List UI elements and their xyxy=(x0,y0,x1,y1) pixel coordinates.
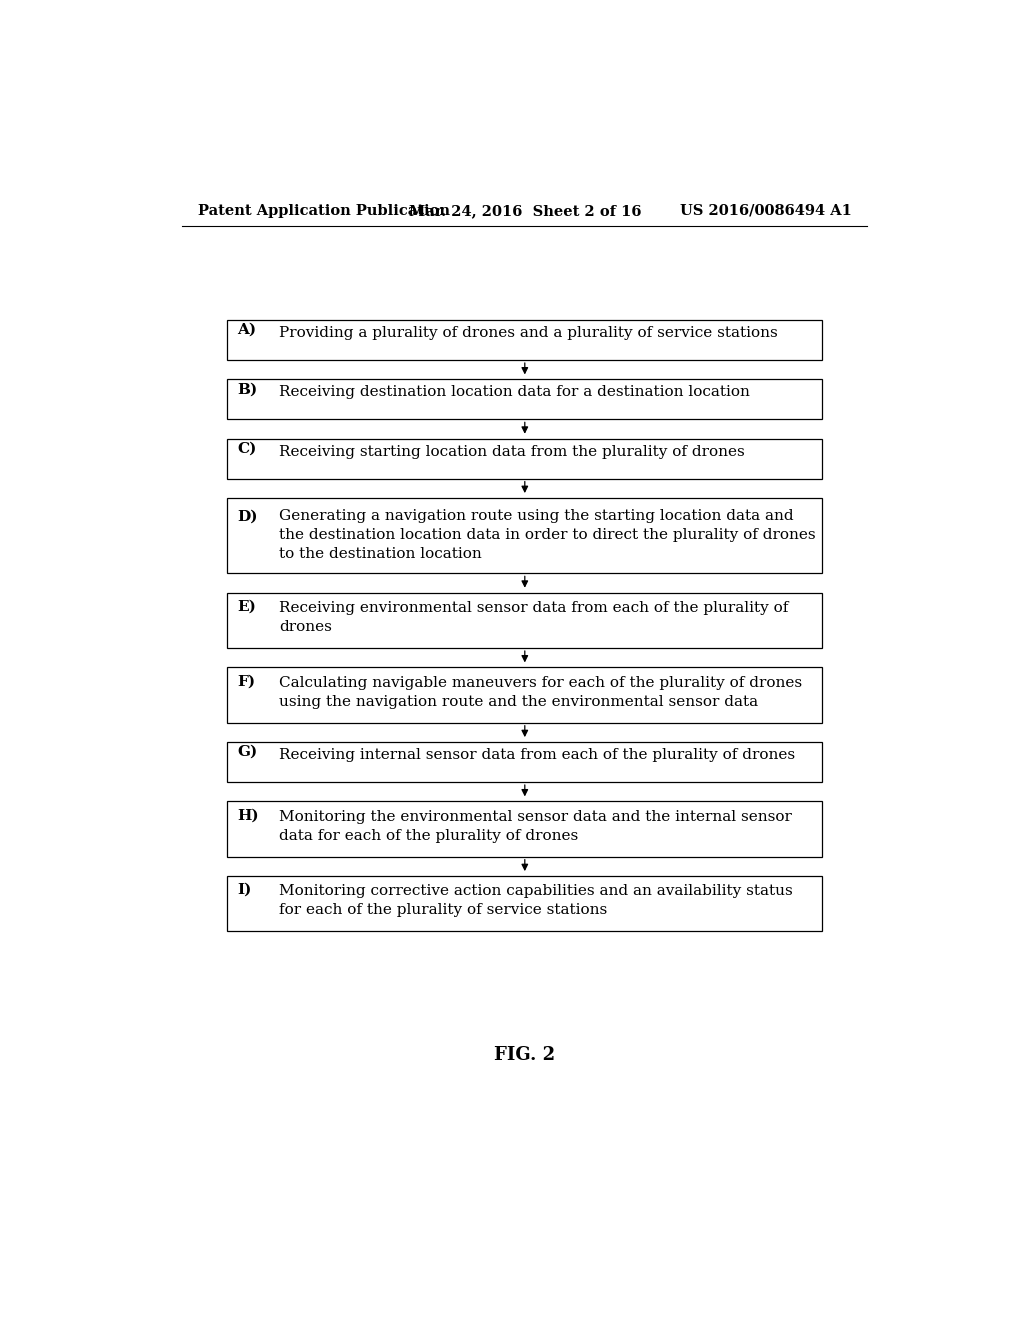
Text: Receiving environmental sensor data from each of the plurality of
drones: Receiving environmental sensor data from… xyxy=(279,601,788,634)
Bar xyxy=(227,321,822,360)
Text: FIG. 2: FIG. 2 xyxy=(495,1047,555,1064)
Text: Generating a navigation route using the starting location data and
the destinati: Generating a navigation route using the … xyxy=(279,510,815,561)
Text: Receiving starting location data from the plurality of drones: Receiving starting location data from th… xyxy=(279,445,744,458)
Bar xyxy=(227,379,822,420)
Text: Receiving destination location data for a destination location: Receiving destination location data for … xyxy=(279,385,750,400)
Text: A): A) xyxy=(238,323,257,337)
Text: Receiving internal sensor data from each of the plurality of drones: Receiving internal sensor data from each… xyxy=(279,748,795,762)
Text: Mar. 24, 2016  Sheet 2 of 16: Mar. 24, 2016 Sheet 2 of 16 xyxy=(409,203,641,218)
Text: G): G) xyxy=(238,744,258,759)
Text: B): B) xyxy=(238,383,258,396)
Bar xyxy=(227,742,822,781)
Text: Monitoring corrective action capabilities and an availability status
for each of: Monitoring corrective action capabilitie… xyxy=(279,884,793,917)
Text: Providing a plurality of drones and a plurality of service stations: Providing a plurality of drones and a pl… xyxy=(279,326,777,341)
Bar xyxy=(227,438,822,479)
Text: F): F) xyxy=(238,675,256,688)
Text: I): I) xyxy=(238,883,252,896)
Bar xyxy=(227,801,822,857)
Bar xyxy=(227,668,822,723)
Bar xyxy=(227,593,822,648)
Text: D): D) xyxy=(238,510,258,524)
Text: C): C) xyxy=(238,442,257,455)
Text: Monitoring the environmental sensor data and the internal sensor
data for each o: Monitoring the environmental sensor data… xyxy=(279,809,792,842)
Bar xyxy=(227,498,822,573)
Bar xyxy=(227,876,822,932)
Text: E): E) xyxy=(238,599,256,614)
Text: Calculating navigable maneuvers for each of the plurality of drones
using the na: Calculating navigable maneuvers for each… xyxy=(279,676,802,709)
Text: H): H) xyxy=(238,808,259,822)
Text: Patent Application Publication: Patent Application Publication xyxy=(198,203,450,218)
Text: US 2016/0086494 A1: US 2016/0086494 A1 xyxy=(680,203,852,218)
